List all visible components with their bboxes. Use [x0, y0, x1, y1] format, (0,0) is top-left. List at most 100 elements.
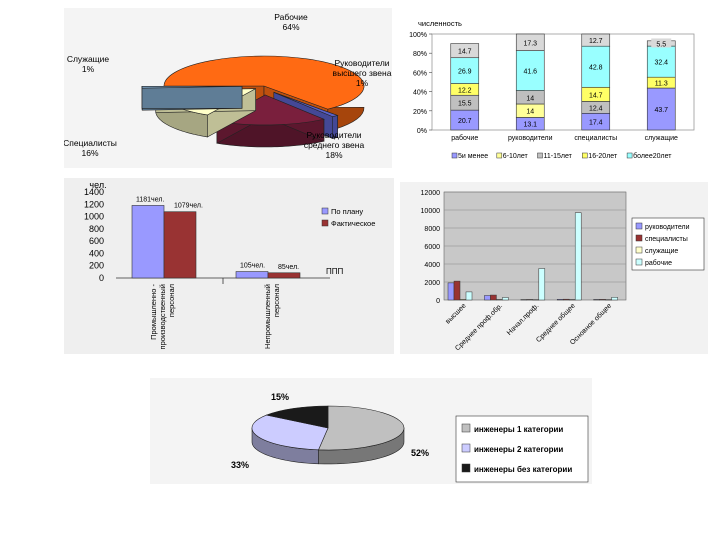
tenure-bar-label-1-2: 14: [526, 95, 534, 102]
tenure-bar-label-bg-2-4: [585, 61, 606, 71]
plan-bar-label-1-0: 105чел.: [240, 263, 265, 270]
edu-bar-4-2: [605, 299, 612, 301]
edu-ytick-label-4: 8000: [424, 226, 440, 233]
tenure-category-label-3: служащие: [645, 135, 678, 142]
edu-bar-2-2: [532, 299, 540, 301]
staff-pie-label-clerks-1: 1%: [82, 64, 95, 74]
tenure-legend-swatch-2: [537, 152, 543, 159]
staff-pie-label-middle-managers-2: 18%: [325, 150, 342, 160]
staff-pie-label-top-managers-1: высшего звена: [333, 68, 392, 78]
tenure-bar-label-0-2: 15.5: [458, 101, 472, 108]
staff-pie-label-specialists-1: 16%: [81, 148, 98, 158]
plan-ytick-label-6: 1200: [84, 199, 104, 209]
plan-ytick-label-1: 200: [89, 261, 104, 271]
edu-bar-3-3: [574, 212, 582, 301]
tenure-ytick-label-4: 80%: [413, 51, 427, 58]
tenure-stacked-bar-chart: 0% 20% 40% 60% 80% 100% численность 20.7 15.5 12.…: [409, 19, 695, 160]
eng-pie-pct-cat2: 33%: [231, 460, 249, 470]
staff-pie-label-specialists-0: Специалисты: [64, 138, 117, 148]
staff-pie-label-middle-managers-1: среднего звена: [304, 140, 365, 150]
plan-category-label-0-0: Промышленно -: [149, 284, 158, 340]
plan-category-label-1-1: персонал: [272, 284, 281, 317]
tenure-bar-label-bg-0-3: [454, 84, 475, 94]
staff-pie-slice-top-0: [163, 55, 365, 110]
edu-legend-swatch-1: [635, 234, 643, 242]
edu-bar-3-1: [562, 298, 570, 301]
staff-pie-slice-top-1: [273, 92, 339, 117]
plan-ylabel: чел.: [89, 180, 106, 190]
tenure-bar-label-3-3: 11.3: [655, 81, 668, 88]
tenure-bar-label-3-5: 5.5: [656, 41, 666, 48]
edu-bar-1-3: [502, 297, 509, 301]
edu-bar-0-2: [459, 299, 467, 301]
plan-bar-label-0-1: 1079чел.: [174, 203, 203, 210]
tenure-bar-label-0-5: 14.7: [458, 49, 472, 56]
eng-legend-label-0: инженеры 1 категории: [474, 425, 563, 434]
tenure-bar-label-bg-0-4: [454, 65, 475, 75]
staff-pie-label-top-managers-2: 1%: [356, 78, 369, 88]
tenure-bar-label-bg-1-4: [520, 65, 541, 75]
eng-legend-label-1: инженеры 2 категории: [474, 445, 563, 454]
edu-ytick-label-3: 6000: [424, 244, 440, 251]
eng-legend-swatch-0: [461, 423, 471, 433]
tenure-legend-label-3: 16-20лет: [588, 153, 618, 160]
edu-legend-label-1: специалисты: [645, 236, 688, 243]
plan-bar-0-1: [163, 211, 197, 279]
tenure-bar-label-bg-1-0: [520, 118, 541, 128]
plan-ytick-label-4: 800: [89, 224, 104, 234]
plan-category-label-0-2: персонал: [167, 284, 176, 317]
engineers-pie-panel: 15% 33% 52% инженеры 1 категории инженеры 2 …: [150, 378, 592, 484]
eng-pie-slice-top-1: [251, 414, 329, 451]
plan-bar-1-0: [235, 271, 269, 279]
plan-legend-label-1: Фактическое: [331, 219, 375, 228]
edu-bar-4-0: [593, 299, 600, 301]
tenure-bar-label-bg-2-5: [585, 35, 606, 45]
edu-ytick-label-1: 2000: [424, 280, 440, 287]
tenure-bar-label-3-4: 32.4: [654, 60, 668, 67]
staff-pie-label-clerks-0: Служащие: [67, 54, 110, 64]
plan-ytick-label-3: 600: [89, 236, 104, 246]
tenure-bar-label-0-3: 12.2: [458, 87, 472, 94]
tenure-bar-label-bg-3-4: [651, 56, 672, 66]
tenure-bar-label-bg-1-2: [520, 92, 541, 102]
tenure-bar-label-2-0: 17.4: [589, 120, 603, 127]
tenure-bar-label-bg-2-3: [585, 89, 606, 99]
tenure-bar-label-bg-3-0: [651, 104, 672, 114]
staff-pie-slice-top-4: [141, 86, 243, 89]
plan-category-label-1-0: Непромышленный: [263, 284, 272, 349]
staff-pie-label-workers-0: Рабочие: [274, 12, 308, 22]
tenure-bar-label-bg-1-1: [520, 105, 541, 115]
staff-structure-pie-panel: Рабочие 64% Руководители высшего звена 1% Рук…: [64, 8, 392, 168]
eng-legend-swatch-2: [461, 463, 471, 473]
tenure-ytick-label-5: 100%: [409, 32, 427, 39]
edu-category-label-2: Начал.проф.: [506, 302, 540, 336]
plan-bar-label-0-0: 1181чел.: [136, 196, 164, 203]
tenure-stacked-bar-panel: 0% 20% 40% 60% 80% 100% численность 20.7 15.5 12.…: [400, 10, 708, 176]
tenure-bar-label-3-0: 43.7: [654, 107, 668, 114]
tenure-bar-label-bg-3-5: [651, 38, 672, 48]
engineers-pie-chart: 15% 33% 52% инженеры 1 категории инженеры 2 …: [231, 392, 589, 483]
plan-legend-swatch-0: [321, 207, 329, 215]
edu-bar-4-3: [611, 297, 618, 301]
tenure-bar-label-bg-0-5: [454, 45, 475, 55]
tenure-bar-label-2-5: 12.7: [589, 38, 603, 45]
tenure-ytick-label-1: 20%: [413, 109, 427, 116]
plan-bar-label-1-1: 85чел.: [278, 264, 299, 271]
edu-bar-0-0: [447, 282, 455, 301]
edu-bar-1-0: [484, 295, 491, 301]
edu-legend-label-0: руководители: [645, 224, 690, 231]
tenure-legend-label-0: 5и менее: [458, 153, 488, 160]
edu-ytick-label-6: 12000: [421, 190, 441, 197]
staff-pie-label-top-managers-0: Руководители: [334, 58, 389, 68]
plan-bar-0-0: [131, 205, 165, 279]
edu-bar-2-1: [526, 299, 534, 301]
tenure-bar-label-2-2: 12.4: [589, 105, 603, 112]
tenure-legend-swatch-3: [582, 152, 588, 159]
eng-pie-slice-1: [251, 414, 329, 465]
eng-pie-slice-2: [265, 405, 329, 429]
eng-pie-slice-top-2: [265, 405, 329, 429]
tenure-bar-label-1-0: 13.1: [523, 122, 537, 129]
tenure-ytick-label-2: 40%: [413, 90, 427, 97]
